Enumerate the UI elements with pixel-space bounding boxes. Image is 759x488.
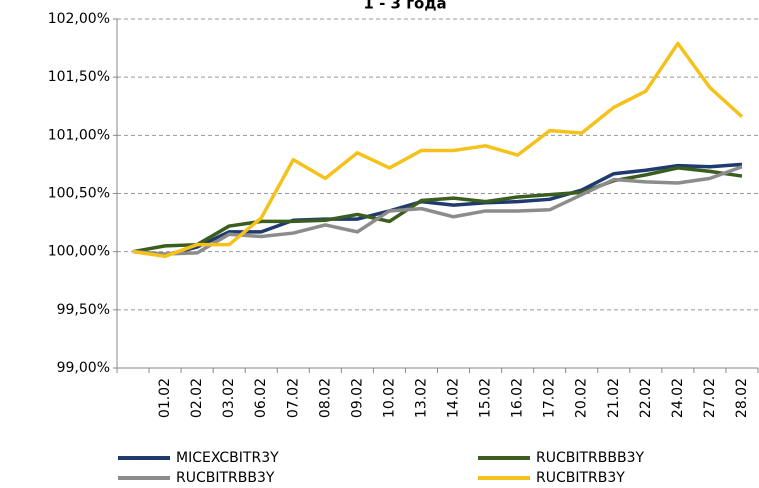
y-tick-label: 101,50% — [48, 69, 110, 85]
x-tick-label: 21.02 — [606, 378, 622, 418]
y-tick-label: 99,50% — [57, 302, 110, 318]
y-tick-label: 100,50% — [48, 186, 110, 202]
x-tick-label: 08.02 — [317, 378, 333, 418]
legend-label: RUCBITRBB3Y — [176, 470, 275, 486]
y-tick-label: 101,00% — [48, 127, 110, 143]
x-tick-label: 16.02 — [510, 378, 526, 418]
y-tick-label: 99,00% — [57, 360, 110, 376]
x-tick-label: 27.02 — [702, 378, 718, 418]
chart-title: 1 - 3 года — [363, 0, 446, 13]
x-tick-label: 07.02 — [285, 378, 301, 418]
y-tick-label: 100,00% — [48, 244, 110, 260]
x-tick-label: 01.02 — [157, 378, 173, 418]
x-tick-label: 13.02 — [413, 378, 429, 418]
legend-label: MICEXCBITR3Y — [176, 450, 279, 466]
series-line — [132, 41, 744, 259]
x-tick-label: 22.02 — [638, 378, 654, 418]
y-tick-label: 102,00% — [48, 11, 110, 27]
x-tick-label: 24.02 — [670, 378, 686, 418]
x-tick-label: 03.02 — [221, 378, 237, 418]
x-tick-label: 10.02 — [381, 378, 397, 418]
x-tick-label: 28.02 — [734, 378, 750, 418]
x-tick-label: 06.02 — [253, 378, 269, 418]
x-tick-label: 09.02 — [349, 378, 365, 418]
x-tick-label: 17.02 — [542, 378, 558, 418]
series-line — [132, 165, 743, 256]
legend-label: RUCBITRB3Y — [536, 470, 625, 486]
series-line — [132, 166, 743, 254]
x-tick-label: 14.02 — [446, 378, 462, 418]
legend-label: RUCBITRBBB3Y — [536, 450, 644, 466]
x-tick-label: 15.02 — [478, 378, 494, 418]
x-tick-label: 02.02 — [189, 378, 205, 418]
series-line — [132, 162, 743, 257]
x-tick-label: 20.02 — [574, 378, 590, 418]
